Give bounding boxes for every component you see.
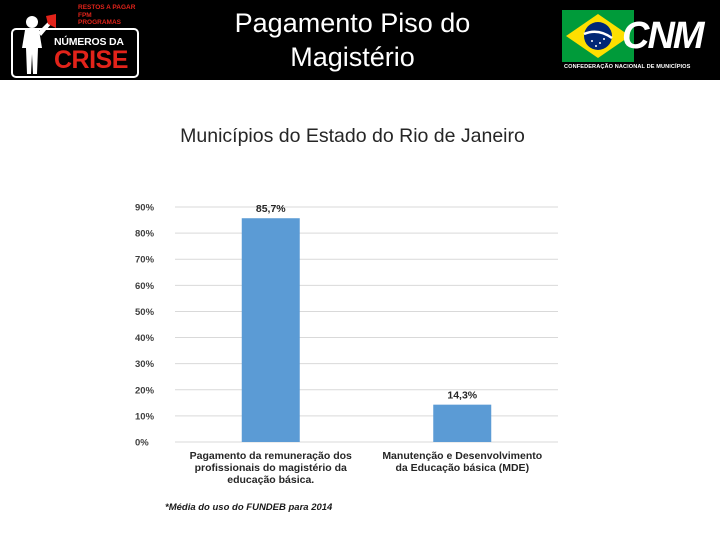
footnote: *Média do uso do FUNDEB para 2014 [165,502,333,513]
y-tick-label: 80% [135,229,155,240]
data-label: 14,3% [447,390,477,402]
x-category-label: Manutenção e Desenvolvimento [382,450,542,462]
crise-logo-word: CRISE [54,46,128,74]
person-megaphone-icon [22,14,56,74]
cnm-logo: CNM CONFEDERAÇÃO NACIONAL DE MUNICÍPIOS [560,4,714,76]
data-label: 85,7% [256,203,286,215]
header-bar: RESTOS A PAGAR FPM PROGRAMAS NÚMEROS DA … [0,0,720,80]
brazil-flag-icon [562,10,634,62]
y-tick-label: 90% [135,203,155,214]
page-title: Pagamento Piso do Magistério [234,8,471,72]
bar [433,404,492,442]
x-category-label: educação básica. [227,474,314,486]
bar [241,218,300,442]
y-tick-label: 70% [135,255,155,266]
y-tick-label: 10% [135,411,155,422]
y-tick-label: 50% [135,307,155,318]
cnm-subtitle: CONFEDERAÇÃO NACIONAL DE MUNICÍPIOS [564,64,691,70]
cnm-letters: CNM [622,15,705,57]
y-tick-label: 40% [135,333,155,344]
crise-logo-lines: RESTOS A PAGAR FPM PROGRAMAS [78,4,136,26]
y-tick-label: 20% [135,385,155,396]
numeros-da-crise-logo: RESTOS A PAGAR FPM PROGRAMAS NÚMEROS DA … [8,2,140,78]
crise-logo-numeros: NÚMEROS DA [54,36,124,48]
y-tick-label: 60% [135,281,155,292]
chart-title: Municípios do Estado do Rio de Janeiro [180,125,525,147]
y-tick-label: 30% [135,359,155,370]
x-category-label: Pagamento da remuneração dos [190,450,352,462]
bar-chart: 0% 10% 20% 30% 40% 50% 60% 70% 80% 90% 85,7% Pagame… [135,203,558,486]
x-category-label: profissionais do magistério da [195,462,347,474]
y-tick-label: 0% [135,438,149,449]
x-category-label: da Educação básica (MDE) [395,462,529,474]
crise-logo-frame [11,28,139,78]
